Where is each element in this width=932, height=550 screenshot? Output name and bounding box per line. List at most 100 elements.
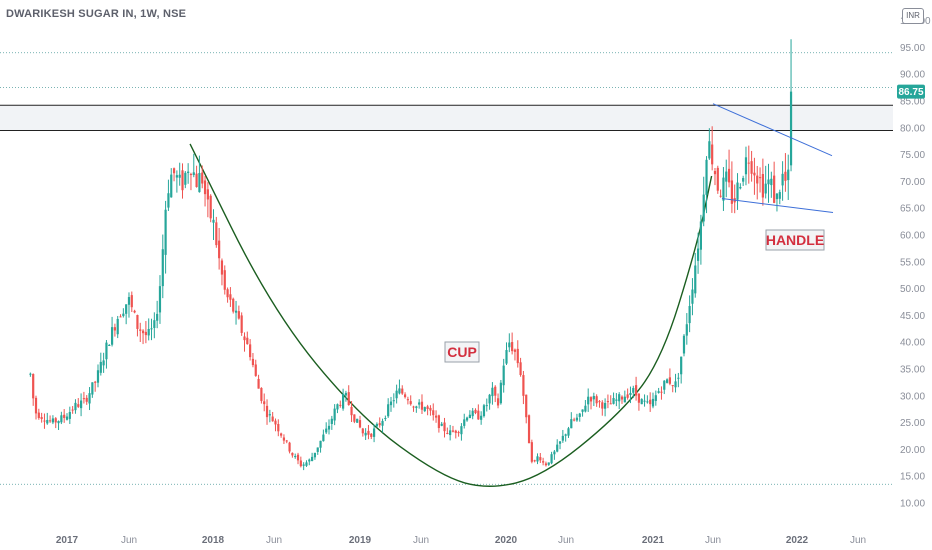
candle-body <box>756 175 759 184</box>
candle-body <box>713 171 717 175</box>
x-tick-label: 2022 <box>786 535 809 546</box>
candle-body <box>395 390 398 399</box>
candle-body <box>657 391 660 393</box>
candle-body <box>556 444 559 452</box>
candle-body <box>623 396 626 403</box>
candle-body <box>750 161 753 174</box>
candle-body <box>150 328 153 330</box>
candle-body <box>787 169 790 181</box>
candle-body <box>336 404 339 410</box>
candle-body <box>547 462 550 465</box>
candle-body <box>767 179 770 185</box>
y-tick-label: 60.00 <box>900 231 925 242</box>
y-tick-label: 20.00 <box>900 445 925 456</box>
candle-body <box>51 418 55 423</box>
candle-body <box>539 457 542 461</box>
y-tick-label: 45.00 <box>900 311 925 322</box>
candle-body <box>122 313 125 317</box>
candle-body <box>119 316 122 318</box>
y-tick-label: 30.00 <box>900 391 925 402</box>
candle-body <box>296 454 300 461</box>
annotation-box <box>444 341 480 363</box>
candle-body <box>677 377 680 379</box>
candle-body <box>125 304 128 314</box>
candle-body <box>372 428 376 437</box>
y-tick-label: 15.00 <box>900 472 925 483</box>
candle-body <box>172 168 176 174</box>
candle-body <box>215 222 218 246</box>
candle-body <box>775 193 779 200</box>
candle-body <box>54 418 57 423</box>
candle-body <box>206 189 209 200</box>
y-axis[interactable]: 10.00 15.00 20.00 25.00 30.00 35.00 40.00 45.00… <box>900 16 931 509</box>
candle-body <box>570 419 573 429</box>
candle-body <box>406 399 409 401</box>
candle-body <box>620 396 624 400</box>
candle-body <box>429 407 432 411</box>
candle-body <box>344 392 348 396</box>
last-price-tag: 86.75 <box>897 84 925 99</box>
candle-body <box>265 405 269 418</box>
x-tick-label: 2019 <box>349 535 372 546</box>
candle-body <box>158 286 162 313</box>
candle-body <box>218 240 221 259</box>
y-tick-label: 50.00 <box>900 284 925 295</box>
candle-body <box>147 328 150 336</box>
resistance-zone <box>0 105 893 131</box>
candle-body <box>229 294 232 300</box>
candle-body <box>384 418 387 420</box>
candle-body <box>468 414 471 419</box>
candle-body <box>91 382 94 395</box>
candle-body <box>88 393 91 404</box>
candle-body <box>282 437 286 441</box>
candle-body <box>471 410 474 417</box>
candle-body <box>527 415 531 444</box>
candle-body <box>260 387 263 401</box>
candle-body <box>144 331 147 336</box>
candle-body <box>94 381 97 383</box>
candle-body <box>65 416 69 420</box>
candle-body <box>598 401 601 403</box>
handle-lower-trendline <box>721 198 834 213</box>
candle-body <box>139 329 142 331</box>
y-tick-label: 65.00 <box>900 204 925 215</box>
candle-body <box>609 403 612 405</box>
candle-body <box>77 404 80 407</box>
candle-body <box>705 159 708 195</box>
candle-body <box>725 171 728 182</box>
candle-body <box>694 265 697 294</box>
candle-body <box>770 178 773 186</box>
candle-body <box>606 401 610 403</box>
candle-body <box>209 195 212 219</box>
candle-body <box>113 327 116 331</box>
candle-body <box>85 397 88 402</box>
cup-curve-line <box>189 143 713 487</box>
candle-body <box>251 358 255 366</box>
candle-body <box>403 394 407 398</box>
candle-body <box>130 295 133 308</box>
candle-body <box>747 162 750 164</box>
candle-body <box>187 171 190 174</box>
candle-body <box>108 345 111 347</box>
candle-body <box>491 387 494 397</box>
handle-upper-trendline <box>712 103 833 157</box>
x-axis[interactable]: 2017 Jun 2018 Jun 2019 Jun 2020 Jun 2021 Jun 2022 J… <box>56 535 866 546</box>
candle-body <box>457 432 460 434</box>
candle-body <box>654 395 657 401</box>
candle-body <box>671 385 674 387</box>
candle-body <box>758 177 762 179</box>
candle-body <box>378 423 381 426</box>
candle-body <box>356 418 359 423</box>
currency-badge[interactable]: INR <box>902 8 924 24</box>
candle-body <box>626 394 629 398</box>
x-tick-label: Jun <box>121 535 137 546</box>
candle-body <box>494 386 497 396</box>
candle-body <box>243 336 246 341</box>
candle-body <box>136 315 139 329</box>
candle-body <box>561 435 564 441</box>
candle-body <box>102 360 105 366</box>
candle-body <box>226 289 229 298</box>
candle-body <box>415 406 418 408</box>
candle-body <box>57 420 60 424</box>
